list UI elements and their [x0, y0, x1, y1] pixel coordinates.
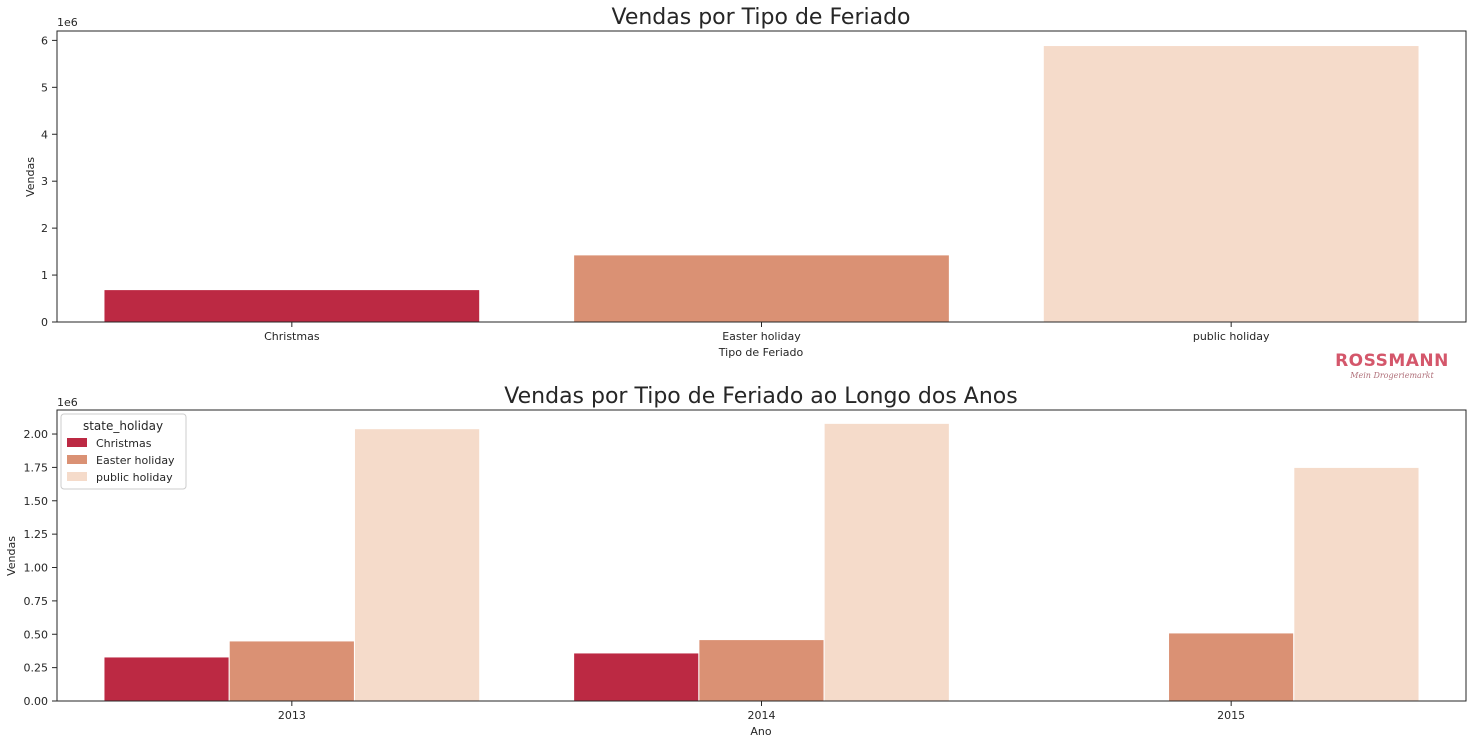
bar-2013-easter-holiday — [228, 640, 355, 702]
chart-1-y-tick-label: 6 — [41, 34, 48, 47]
chart-1-y-ticks: 0 1 2 3 4 5 6 — [41, 34, 57, 329]
chart-2-x-axis-label: Ano — [750, 725, 771, 738]
legend-label: Christmas — [96, 437, 152, 450]
chart-1-y-tick-label: 3 — [41, 175, 48, 188]
chart-1-y-tick-label: 1 — [41, 269, 48, 282]
legend-box — [60, 413, 187, 490]
chart-2-offset-label: 1e6 — [57, 396, 78, 409]
bar-easter-holiday — [573, 254, 950, 323]
chart-1-y-axis-label: Vendas — [24, 157, 37, 197]
chart-2-x-tick-label: 2013 — [278, 709, 306, 722]
chart-2-y-tick-label: 1.75 — [24, 461, 49, 474]
legend-title: state_holiday — [83, 419, 163, 433]
bar-2014-public-holiday — [823, 422, 950, 702]
chart-2-y-axis-label: Vendas — [5, 536, 18, 576]
chart-1-x-tick-label: public holiday — [1193, 330, 1270, 343]
bar-2013-christmas — [103, 656, 230, 702]
bar-2015-easter-holiday — [1168, 632, 1295, 702]
bar-2013-public-holiday — [353, 428, 481, 702]
chart-1-x-ticks: Christmas Easter holiday public holiday — [264, 322, 1270, 343]
chart-1-x-tick-label: Christmas — [264, 330, 320, 343]
chart-1-x-axis-label: Tipo de Feriado — [718, 346, 804, 359]
chart-2-legend: state_holiday Christmas Easter holiday pub… — [60, 413, 187, 490]
chart-1-x-tick-label: Easter holiday — [722, 330, 801, 343]
chart-2-y-ticks: 0.00 0.25 0.50 0.75 1.00 1.25 1.50 1.75 2.00 — [24, 428, 57, 708]
legend-label: Easter holiday — [96, 454, 175, 467]
chart-2-y-tick-label: 0.50 — [24, 628, 49, 641]
chart-2-y-tick-label: 1.25 — [24, 528, 49, 541]
legend-items: Christmas Easter holiday public holiday — [67, 437, 175, 484]
chart-2-title: Vendas por Tipo de Feriado ao Longo dos … — [504, 384, 1017, 409]
legend-swatch — [67, 455, 87, 464]
bar-2014-easter-holiday — [698, 639, 825, 702]
chart-2-x-tick-label: 2015 — [1217, 709, 1245, 722]
chart-1-offset-label: 1e6 — [57, 16, 78, 29]
legend-label: public holiday — [96, 471, 173, 484]
legend-swatch — [67, 438, 87, 447]
chart-2-y-tick-label: 1.00 — [24, 562, 49, 575]
chart-1-y-tick-label: 0 — [41, 316, 48, 329]
chart-1-y-tick-label: 2 — [41, 222, 48, 235]
chart-2-x-ticks: 2013 2014 2015 — [278, 701, 1245, 722]
bar-christmas — [103, 289, 481, 323]
chart-2-y-tick-label: 1.50 — [24, 495, 49, 508]
chart-1-title: Vendas por Tipo de Feriado — [611, 5, 910, 30]
chart-2-y-tick-label: 2.00 — [24, 428, 49, 441]
chart-1: Vendas por Tipo de Feriado 1e6 0 1 2 3 4 5 6 C… — [24, 5, 1467, 359]
chart-2-y-tick-label: 0.00 — [24, 695, 49, 708]
bar-2014-christmas — [573, 652, 700, 702]
logo-tagline: Mein Drogeriemarkt — [1349, 371, 1434, 380]
chart-1-bars — [103, 45, 1420, 323]
bar-public-holiday — [1042, 45, 1420, 323]
chart-2-y-tick-label: 0.75 — [24, 595, 49, 608]
chart-2-bars — [103, 422, 1420, 702]
chart-2: Vendas por Tipo de Feriado ao Longo dos … — [5, 384, 1467, 738]
chart-2-y-tick-label: 0.25 — [24, 662, 49, 675]
chart-1-y-tick-label: 5 — [41, 81, 48, 94]
chart-1-y-tick-label: 4 — [41, 128, 48, 141]
logo-text: ROSSMANN — [1335, 351, 1449, 371]
bar-2015-public-holiday — [1293, 466, 1420, 702]
legend-swatch — [67, 472, 87, 481]
chart-2-x-tick-label: 2014 — [748, 709, 776, 722]
rossmann-logo: ROSSMANN Mein Drogeriemarkt — [1335, 351, 1449, 380]
